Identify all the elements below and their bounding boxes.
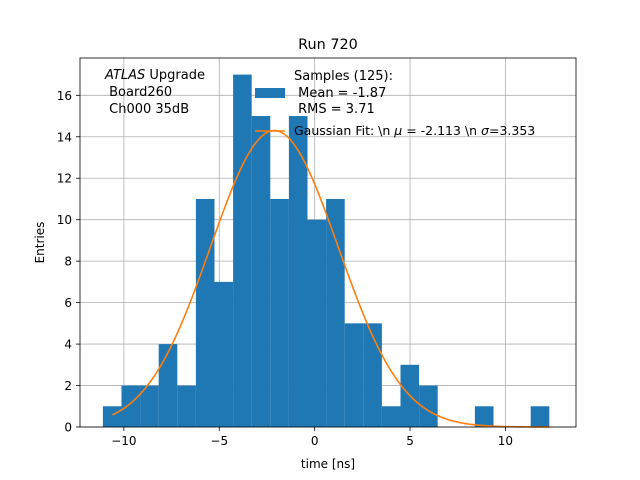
legend-fit-mu-symbol: μ [393, 123, 402, 138]
histogram-bar [140, 385, 159, 427]
atlas-label: ATLAS [104, 68, 145, 83]
histogram-bar [233, 74, 252, 428]
x-axis-ticks: −10 −5 0 5 10 [111, 427, 513, 448]
legend-hist-swatch [255, 88, 285, 98]
legend-fit-prefix: Gaussian Fit: \n [294, 123, 394, 138]
histogram-bar [102, 406, 122, 427]
histogram-bar [381, 406, 401, 427]
x-axis-label: time [ns] [301, 457, 355, 471]
legend-fit-label: Gaussian Fit: \n μ = -2.113 \n σ=3.353 [294, 123, 535, 138]
y-tick-label: 2 [64, 379, 72, 393]
histogram-bars [102, 74, 550, 428]
run-annotation: ATLAS Upgrade Board260 Ch000 35dB [104, 68, 205, 117]
histogram-bar [177, 385, 196, 427]
x-tick-label: 10 [498, 434, 513, 448]
x-tick-label: −10 [111, 434, 136, 448]
y-tick-label: 0 [64, 421, 72, 435]
legend-fit-sigma-value: =3.353 [489, 123, 535, 138]
histogram-bar [363, 323, 382, 427]
y-tick-label: 16 [57, 89, 72, 103]
upgrade-label: Upgrade [145, 68, 205, 83]
histogram-bar [530, 406, 550, 427]
y-axis-label: Entries [33, 222, 47, 264]
legend-fit-sigma-symbol: σ [481, 123, 490, 138]
histogram-bar [419, 385, 438, 427]
histogram-bar [270, 198, 289, 427]
y-tick-label: 6 [64, 296, 72, 310]
legend-hist-line-2: Mean = -1.87 [294, 86, 386, 101]
legend-fit-mu-value: = -2.113 \n [402, 123, 481, 138]
histogram-bar [288, 116, 308, 427]
annotation-board: Board260 [105, 85, 172, 100]
histogram-bar [158, 344, 178, 427]
legend: Samples (125): Mean = -1.87 RMS = 3.71 G… [255, 69, 535, 138]
histogram-bar [326, 198, 345, 427]
y-tick-label: 4 [64, 338, 72, 352]
histogram-bar [307, 219, 327, 427]
gaussian-fit [112, 129, 550, 428]
histogram-bar [195, 198, 215, 427]
y-tick-label: 10 [57, 213, 72, 227]
x-tick-label: 0 [311, 434, 319, 448]
chart-title: Run 720 [298, 37, 358, 53]
x-tick-label: 5 [406, 434, 414, 448]
histogram-bar [474, 406, 494, 427]
y-tick-label: 8 [64, 255, 72, 269]
legend-hist-line-3: RMS = 3.71 [294, 102, 375, 117]
annotation-line-1: ATLAS Upgrade [104, 68, 205, 83]
histogram-bar [121, 385, 141, 427]
y-axis-ticks: 0 2 4 6 8 10 12 14 16 [57, 89, 80, 435]
histogram-bar [344, 323, 364, 427]
legend-hist-line-1: Samples (125): [294, 69, 393, 84]
annotation-channel: Ch000 35dB [105, 102, 189, 117]
plot-frame [79, 57, 577, 428]
histogram-bar [214, 281, 234, 427]
x-tick-label: −5 [210, 434, 228, 448]
fit-curve [112, 129, 550, 428]
histogram-bar [251, 116, 271, 427]
y-tick-label: 14 [57, 130, 72, 144]
y-tick-label: 12 [57, 172, 72, 186]
